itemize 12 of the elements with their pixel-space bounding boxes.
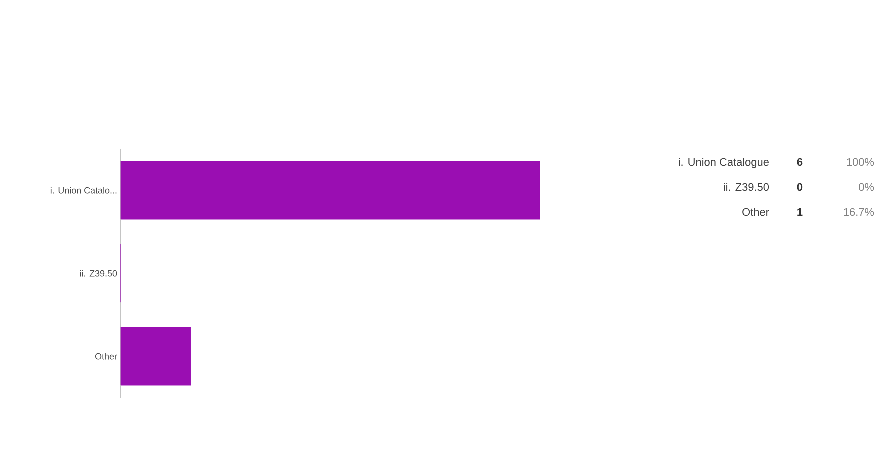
- text: 0%: [859, 183, 874, 192]
- y-tick-label: ii. Z39.50: [80, 270, 118, 277]
- text: 6: [797, 158, 803, 166]
- y-tick-label: i. Union Catalo...: [50, 187, 117, 194]
- y-tick-label: Other: [95, 353, 118, 360]
- text: 0: [797, 183, 803, 192]
- text: ii. Z39.50: [724, 183, 770, 192]
- text: 1: [798, 208, 803, 216]
- text: i. Union Catalogue: [679, 158, 769, 168]
- text: 100%: [847, 158, 874, 166]
- text: Other: [742, 208, 770, 216]
- text: 16.7%: [844, 208, 874, 216]
